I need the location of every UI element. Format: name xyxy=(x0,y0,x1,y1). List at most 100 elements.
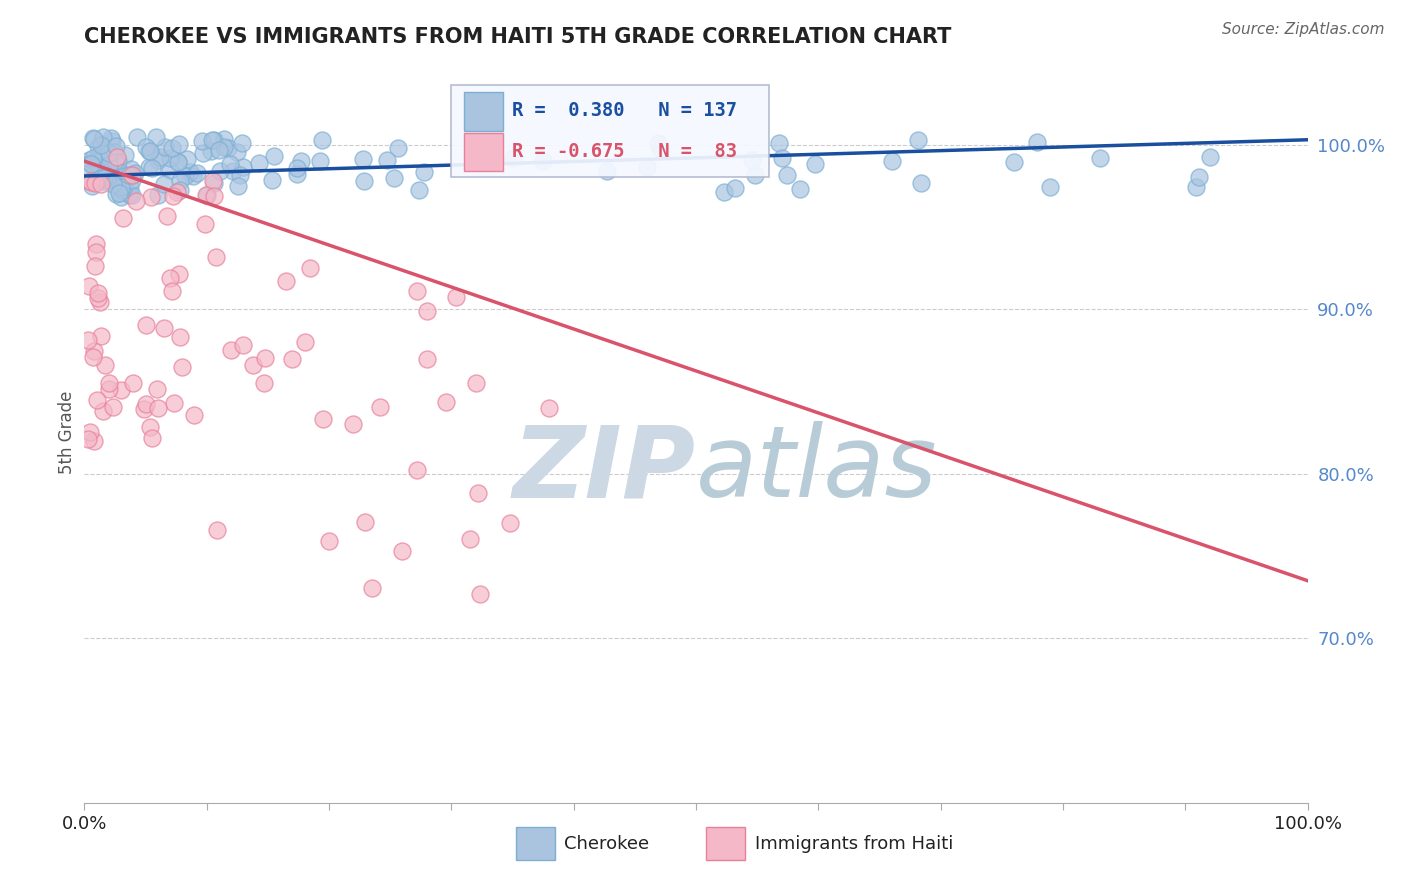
Point xyxy=(1185,180,1208,194)
Point xyxy=(200,144,222,158)
Point xyxy=(176,153,198,167)
Point xyxy=(101,400,124,414)
Point xyxy=(105,139,128,153)
Text: Cherokee: Cherokee xyxy=(564,835,650,853)
Point xyxy=(117,169,139,183)
Point xyxy=(262,173,284,187)
Point xyxy=(100,161,122,176)
Point xyxy=(219,343,242,358)
Point xyxy=(89,294,111,309)
Point xyxy=(121,173,143,187)
Point xyxy=(91,159,114,173)
Point xyxy=(202,189,225,203)
Point xyxy=(139,419,162,434)
Point xyxy=(93,171,115,186)
Point xyxy=(105,186,128,201)
Point xyxy=(163,395,186,409)
Point xyxy=(112,169,135,184)
Point xyxy=(80,156,103,170)
Point xyxy=(776,168,799,182)
Point xyxy=(502,151,524,165)
Point xyxy=(232,160,254,174)
Point xyxy=(416,303,439,318)
Point xyxy=(166,186,188,200)
Point xyxy=(108,186,131,200)
Point xyxy=(159,163,181,178)
Point xyxy=(648,141,671,155)
Point xyxy=(910,176,932,190)
Point xyxy=(121,168,143,182)
Point xyxy=(146,188,169,202)
Point xyxy=(160,141,183,155)
Point xyxy=(108,164,131,178)
Point xyxy=(226,178,249,193)
Point xyxy=(361,581,384,595)
Point xyxy=(87,148,110,162)
Text: atlas: atlas xyxy=(696,421,938,518)
Point xyxy=(391,543,413,558)
Point xyxy=(135,140,157,154)
Point xyxy=(172,359,194,374)
Point xyxy=(285,167,308,181)
Point xyxy=(768,136,790,151)
Point xyxy=(468,586,491,600)
Point xyxy=(120,188,142,202)
Point xyxy=(146,153,169,167)
Point xyxy=(169,184,191,198)
Point xyxy=(249,156,271,170)
Text: Source: ZipAtlas.com: Source: ZipAtlas.com xyxy=(1222,22,1385,37)
Point xyxy=(195,187,218,202)
Point xyxy=(208,143,231,157)
Point xyxy=(124,166,146,180)
Point xyxy=(90,138,112,153)
Point xyxy=(467,486,489,500)
Point xyxy=(146,382,169,396)
Point xyxy=(194,217,217,231)
Point xyxy=(118,186,141,201)
Point xyxy=(73,167,96,181)
Point xyxy=(90,178,112,192)
Point xyxy=(201,174,224,188)
Point xyxy=(134,401,156,416)
Point xyxy=(76,333,98,347)
FancyBboxPatch shape xyxy=(464,92,503,130)
Point xyxy=(169,330,191,344)
Point xyxy=(352,153,374,167)
Point xyxy=(173,169,195,183)
Point xyxy=(596,163,619,178)
Point xyxy=(125,194,148,208)
Point xyxy=(82,131,104,145)
Point xyxy=(162,189,184,203)
Point xyxy=(103,145,125,159)
Point xyxy=(1198,150,1220,164)
Point xyxy=(413,165,436,179)
Point xyxy=(231,136,253,150)
Point xyxy=(225,145,247,160)
Point xyxy=(87,139,110,153)
FancyBboxPatch shape xyxy=(516,827,555,860)
Point xyxy=(110,190,132,204)
Point xyxy=(191,145,214,160)
Point xyxy=(97,170,120,185)
Point xyxy=(89,173,111,187)
Point xyxy=(195,187,218,202)
Point xyxy=(209,164,232,178)
Point xyxy=(159,151,181,165)
Point xyxy=(276,274,298,288)
Point xyxy=(444,290,467,304)
Point xyxy=(1188,169,1211,184)
Text: ZIP: ZIP xyxy=(513,421,696,518)
Point xyxy=(84,176,107,190)
Point xyxy=(281,351,304,366)
Point xyxy=(312,412,335,426)
Point xyxy=(83,259,105,273)
Point xyxy=(112,179,135,194)
Text: R = -0.675   N =  83: R = -0.675 N = 83 xyxy=(513,142,738,161)
Point xyxy=(141,431,163,445)
Point xyxy=(145,130,167,145)
Point xyxy=(98,158,121,172)
Point xyxy=(159,271,181,285)
Point xyxy=(370,400,392,414)
Point xyxy=(97,376,120,391)
Point xyxy=(153,320,176,334)
